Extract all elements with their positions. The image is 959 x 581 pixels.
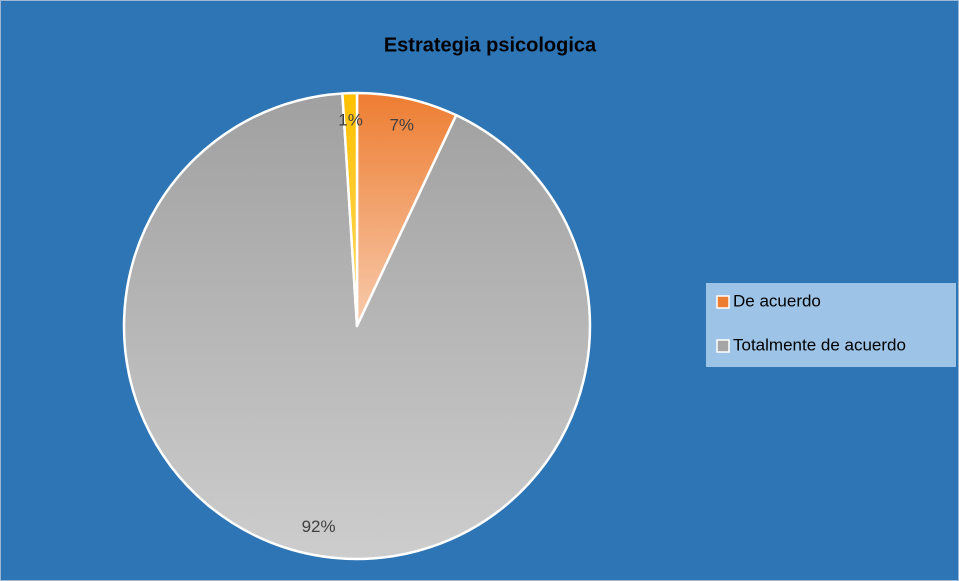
legend-marker [716,339,730,353]
data-label: 7% [389,115,414,134]
data-label: 1% [338,111,363,130]
legend-marker [716,295,730,309]
legend-label: De acuerdo [733,291,821,310]
pie-slice [355,91,458,328]
legend-label: Totalmente de acuerdo [733,335,906,354]
data-label: 92% [302,517,336,536]
pie-slice [341,91,359,328]
chart-title: Estrategia psicologica [384,34,597,56]
legend-box [706,283,956,367]
